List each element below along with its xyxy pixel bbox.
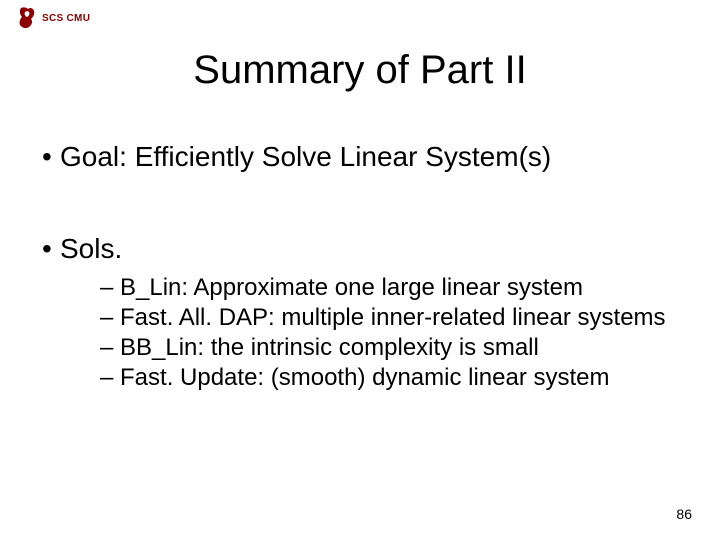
page-number: 86 [676, 506, 692, 522]
sub-bullet-text: Fast. All. DAP: multiple inner-related l… [120, 304, 666, 331]
bullet-goal: •Goal: Efficiently Solve Linear System(s… [42, 140, 678, 174]
sub-bullet: – BB_Lin: the intrinsic complexity is sm… [100, 333, 678, 363]
bullet-marker: • [42, 232, 60, 266]
sub-bullet: – Fast. All. DAP: multiple inner-related… [100, 303, 678, 333]
sub-bullet-text: B_Lin: Approximate one large linear syst… [120, 274, 583, 301]
bullet-sols: •Sols. [42, 232, 678, 266]
sub-bullet: – B_Lin: Approximate one large linear sy… [100, 273, 678, 303]
dash-marker: – [100, 333, 120, 363]
logo-text: SCS CMU [42, 13, 90, 24]
bullet-text: Goal: Efficiently Solve Linear System(s) [60, 141, 551, 172]
sub-bullet: – Fast. Update: (smooth) dynamic linear … [100, 363, 678, 393]
logo: SCS CMU [18, 6, 90, 30]
sub-bullet-text: BB_Lin: the intrinsic complexity is smal… [120, 334, 539, 361]
dash-marker: – [100, 273, 120, 303]
dragon-icon [18, 6, 38, 30]
slide-title: Summary of Part II [0, 48, 720, 93]
sub-list: – B_Lin: Approximate one large linear sy… [100, 273, 678, 393]
content: •Goal: Efficiently Solve Linear System(s… [42, 140, 678, 393]
sub-bullet-text: Fast. Update: (smooth) dynamic linear sy… [120, 364, 610, 391]
slide: SCS CMU Summary of Part II •Goal: Effici… [0, 0, 720, 540]
bullet-text: Sols. [60, 233, 122, 264]
bullet-marker: • [42, 140, 60, 174]
dash-marker: – [100, 303, 120, 333]
dash-marker: – [100, 363, 120, 393]
